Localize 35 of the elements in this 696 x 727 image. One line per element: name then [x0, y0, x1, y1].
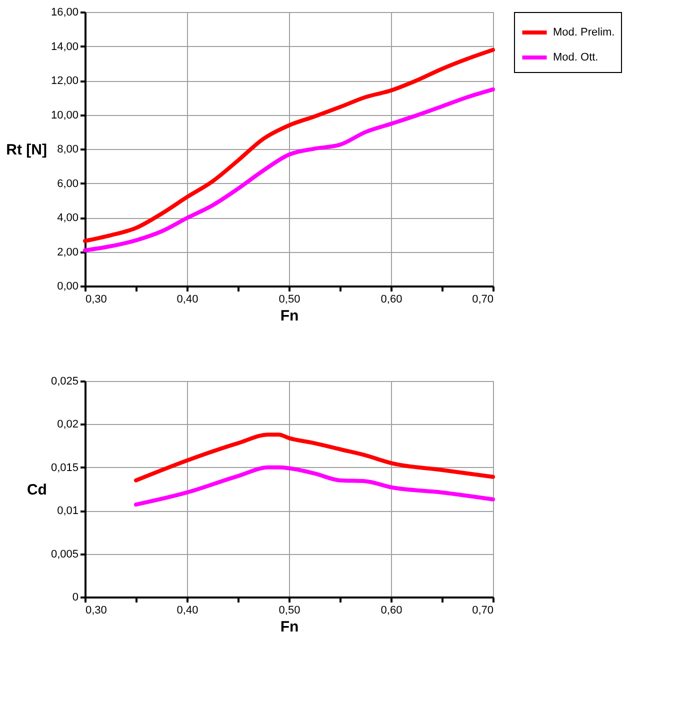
line-series	[134, 432, 495, 482]
y-tick-label: 0,015	[50, 462, 78, 474]
x-axis-title: Fn	[280, 618, 299, 636]
y-axis-title: Rt [N]	[6, 142, 47, 158]
line-series	[134, 465, 495, 507]
y-tick-label: 8,00	[57, 144, 78, 156]
y-tick-label: 10,00	[50, 109, 78, 122]
x-axis-title: Fn	[280, 308, 299, 324]
y-tick-label: 4,00	[57, 212, 78, 224]
line-series	[83, 87, 495, 252]
y-tick-label: 0,02	[57, 418, 78, 431]
x-tick-label: 0,30	[86, 604, 107, 616]
y-tick-label: 16,00	[50, 6, 78, 18]
y-tick-label: 0	[72, 592, 78, 604]
y-tick-label: 0,025	[50, 376, 78, 388]
y-tick-label: 6,00	[57, 178, 78, 190]
y-tick-label: 12,00	[50, 75, 78, 87]
line-series	[83, 48, 495, 243]
x-tick-label: 0,40	[176, 294, 198, 306]
y-tick-label: 0,00	[57, 280, 78, 292]
x-tick-label: 0,50	[278, 294, 300, 306]
y-tick-label: 0,005	[50, 548, 78, 560]
x-tick-label: 0,30	[86, 294, 107, 306]
x-tick-label: 0,70	[472, 294, 494, 306]
x-tick-label: 0,70	[472, 604, 494, 616]
legend-label: Mod. Prelim.	[553, 26, 615, 38]
y-tick-label: 0,01	[57, 505, 78, 518]
legend-label: Mod. Ott.	[553, 52, 598, 64]
x-tick-label: 0,50	[278, 604, 300, 616]
y-tick-label: 2,00	[57, 246, 78, 258]
x-tick-label: 0,40	[176, 604, 198, 616]
y-tick-label: 14,00	[50, 40, 78, 53]
y-axis-title: Cd	[26, 482, 47, 498]
x-tick-label: 0,60	[380, 294, 402, 306]
x-tick-label: 0,60	[380, 604, 402, 616]
